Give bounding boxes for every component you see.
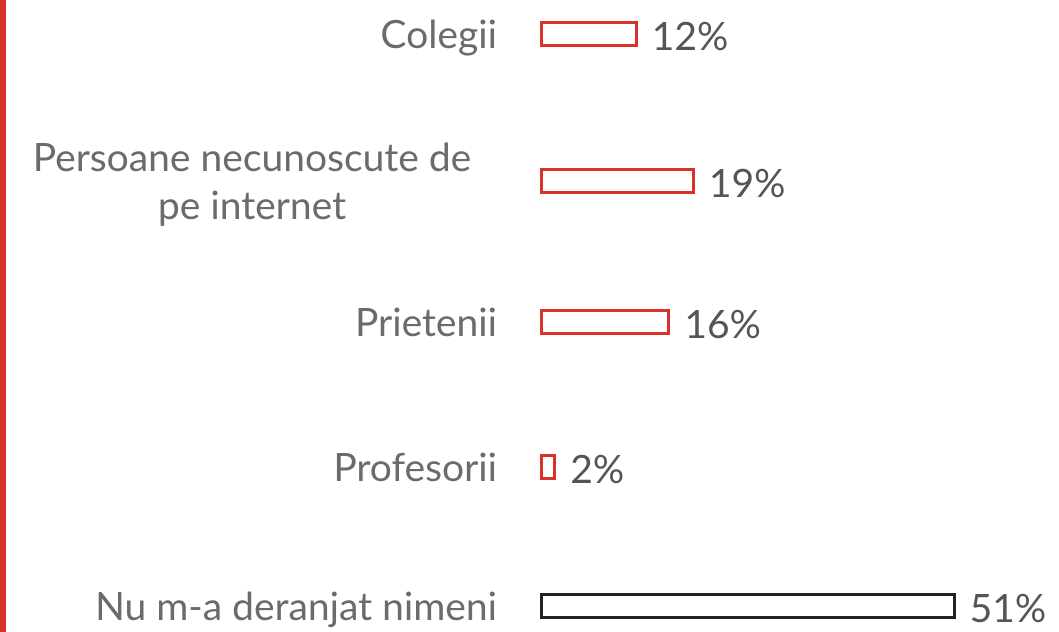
bar [540, 309, 671, 335]
value-label: 19% [708, 160, 786, 206]
value-label: 2% [570, 446, 625, 492]
value-label: 16% [684, 301, 761, 347]
category-label: Persoane necunoscute de pe internet [32, 134, 472, 228]
left-edge-rule [0, 0, 6, 632]
category-label: Colegii [380, 11, 497, 57]
bar [540, 593, 956, 619]
value-label: 51% [969, 585, 1047, 631]
bar [540, 21, 638, 47]
bar [540, 454, 557, 480]
category-label: Profesorii [333, 444, 497, 490]
bar [540, 168, 695, 194]
category-label: Prietenii [354, 299, 497, 345]
value-label: 12% [651, 13, 729, 59]
category-label: Nu m-a deranjat nimeni [95, 583, 497, 629]
